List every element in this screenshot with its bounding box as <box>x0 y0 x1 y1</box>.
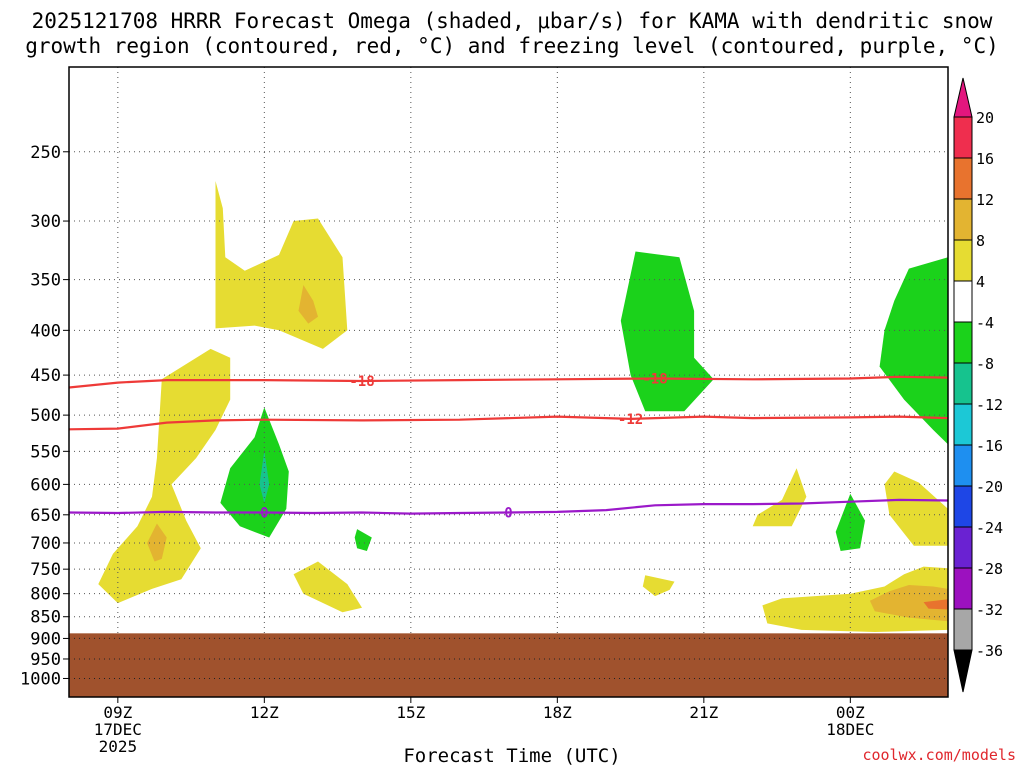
y-tick-label: 700 <box>30 534 61 554</box>
colorbar-label: -28 <box>976 560 1003 578</box>
contour-label: -18 <box>642 371 667 387</box>
plot-frame <box>68 66 949 698</box>
colorbar-segment <box>953 362 973 405</box>
omega-region-6 <box>354 529 372 551</box>
contour-label: 0 <box>260 505 268 521</box>
x-axis-label: Forecast Time (UTC) <box>403 745 621 767</box>
x-tick-label: 18Z <box>543 703 572 722</box>
omega-region-14 <box>923 599 948 610</box>
x-tick-label: 15Z <box>396 703 425 722</box>
y-tick-label: 850 <box>30 608 61 628</box>
omega-region-9 <box>642 575 675 597</box>
omega-region-10 <box>752 468 807 527</box>
colorbar-segment <box>953 116 973 159</box>
y-tick-label: 500 <box>30 406 61 426</box>
colorbar-top-extend <box>953 77 973 118</box>
colorbar-segment <box>953 157 973 200</box>
colorbar-segment <box>953 321 973 364</box>
colorbar-label: -36 <box>976 642 1003 660</box>
colorbar-segment <box>953 444 973 487</box>
y-tick-label: 1000 <box>20 669 61 689</box>
plot-area: -18 -18 -12 0 0 <box>69 67 948 697</box>
y-tick-label: 450 <box>30 366 61 386</box>
x-tick-label: 17DEC <box>94 720 142 739</box>
terrain-fill <box>69 633 948 697</box>
colorbar-segment <box>953 608 973 651</box>
colorbar-label: -16 <box>976 437 1003 455</box>
x-tick-label: 21Z <box>689 703 718 722</box>
colorbar-segment <box>953 403 973 446</box>
colorbar-segment <box>953 526 973 569</box>
colorbar-label: -24 <box>976 519 1003 537</box>
contour-line <box>69 375 948 389</box>
colorbar-segment <box>953 198 973 241</box>
omega-region-2 <box>98 348 231 604</box>
colorbar-label: 12 <box>976 191 994 209</box>
x-tick-label: 12Z <box>250 703 279 722</box>
colorbar-label: 16 <box>976 150 994 168</box>
omega-region-4 <box>220 407 289 538</box>
y-tick-label: 600 <box>30 475 61 495</box>
colorbar-label: -12 <box>976 396 1003 414</box>
x-tick-label: 18DEC <box>826 720 874 739</box>
x-tick-label: 00Z <box>836 703 865 722</box>
y-tick-label: 950 <box>30 650 61 670</box>
colorbar-bottom-extend <box>953 649 973 693</box>
colorbar-label: -32 <box>976 601 1003 619</box>
colorbar-label: -20 <box>976 478 1003 496</box>
y-tick-label: 550 <box>30 442 61 462</box>
omega-region-8 <box>620 251 714 412</box>
y-tick-label: 900 <box>30 629 61 649</box>
omega-region-0 <box>215 181 348 349</box>
x-tick-label: 09Z <box>103 703 132 722</box>
omega-region-1 <box>298 285 318 324</box>
colorbar-label: 20 <box>976 109 994 127</box>
y-tick-label: 350 <box>30 271 61 291</box>
omega-region-16 <box>879 257 948 445</box>
y-tick-label: 650 <box>30 506 61 526</box>
colorbar-label: 8 <box>976 232 985 250</box>
colorbar-segment <box>953 485 973 528</box>
y-tick-label: 250 <box>30 143 61 163</box>
contour-line <box>69 415 948 431</box>
chart-title-line-2: growth region (contoured, red, °C) and f… <box>25 34 999 58</box>
omega-region-3 <box>147 523 167 562</box>
contour-label: 0 <box>504 505 512 521</box>
y-tick-label: 300 <box>30 212 61 232</box>
contour-line <box>69 498 948 515</box>
colorbar: 20 16 12 8 4 -4 -8 -12 -16 -20 -24 -28 -32 -36 <box>953 77 1003 693</box>
credit-link[interactable]: coolwx.com/models <box>862 746 1016 764</box>
y-tick-label: 400 <box>30 321 61 341</box>
omega-region-15 <box>884 471 948 546</box>
colorbar-segment <box>953 280 973 323</box>
chart-title-line-1: 2025121708 HRRR Forecast Omega (shaded, … <box>31 9 993 33</box>
colorbar-segment <box>953 239 973 282</box>
omega-region-7 <box>293 561 362 613</box>
x-tick-label: 2025 <box>99 737 138 756</box>
contour-label: -18 <box>349 374 374 390</box>
colorbar-label: -4 <box>976 314 994 332</box>
y-tick-label: 800 <box>30 585 61 605</box>
contour-label: -12 <box>618 412 643 428</box>
y-tick-label: 750 <box>30 560 61 580</box>
colorbar-label: 4 <box>976 273 985 291</box>
colorbar-segment <box>953 567 973 610</box>
colorbar-label: -8 <box>976 355 994 373</box>
